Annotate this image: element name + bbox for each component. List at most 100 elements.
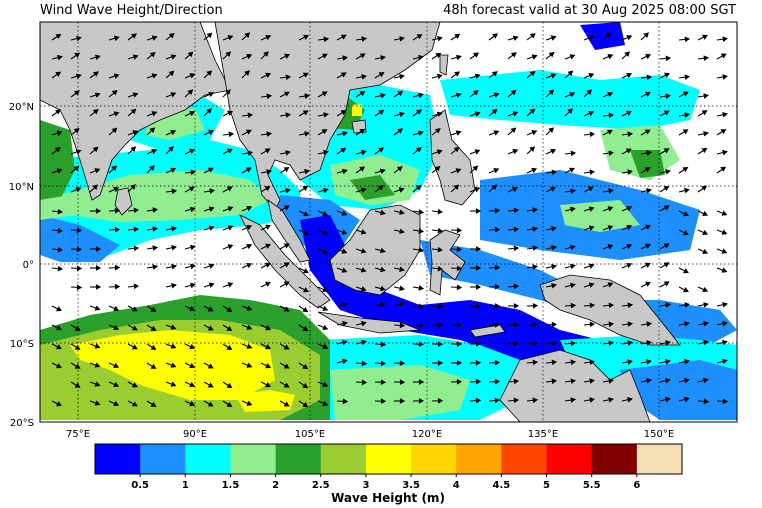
direction-arrow-head — [608, 378, 614, 384]
direction-arrow-head — [567, 108, 574, 114]
direction-arrow-head — [399, 73, 405, 80]
direction-arrow-head — [417, 130, 424, 136]
land-srilanka — [114, 187, 133, 216]
direction-arrow-head — [513, 207, 520, 214]
direction-arrow-head — [340, 147, 347, 154]
direction-arrow-head — [531, 54, 538, 60]
direction-arrow-head — [246, 400, 253, 406]
forecast-valid-time: 48h forecast valid at 30 Aug 2025 08:00 … — [443, 3, 736, 18]
direction-arrow-head — [265, 363, 272, 369]
direction-arrow-head — [663, 262, 670, 268]
direction-arrow-head — [437, 303, 444, 310]
direction-arrow-head — [568, 167, 575, 173]
direction-arrow-head — [474, 73, 481, 79]
direction-arrow-head — [454, 71, 461, 77]
direction-arrow-head — [73, 127, 80, 134]
lon-label-105e: 105°E — [295, 429, 325, 440]
direction-arrow-head — [418, 209, 425, 215]
direction-arrow-head — [434, 128, 441, 134]
direction-arrow-head — [208, 129, 215, 135]
direction-arrow-head — [703, 377, 709, 384]
direction-arrow-head — [589, 321, 596, 328]
direction-arrow-head — [360, 267, 367, 273]
direction-arrow-head — [152, 245, 159, 251]
direction-arrow-head — [532, 245, 539, 251]
direction-arrow-head — [114, 207, 121, 214]
direction-arrow-head — [189, 305, 196, 312]
direction-arrow-head — [340, 110, 347, 116]
colorbar-swatch — [140, 444, 186, 474]
direction-arrow-head — [513, 303, 520, 309]
direction-arrow-head — [74, 382, 81, 388]
direction-arrow-head — [701, 34, 708, 40]
direction-arrow-head — [246, 224, 253, 231]
direction-arrow-head — [323, 36, 330, 43]
direction-arrow-head — [55, 71, 62, 77]
direction-arrow-head — [361, 379, 368, 386]
direction-arrow-head — [532, 397, 539, 404]
direction-arrow-head — [76, 284, 83, 291]
direction-arrow-head — [589, 397, 595, 403]
direction-arrow-head — [75, 187, 82, 193]
direction-arrow-head — [529, 33, 536, 39]
direction-arrow-head — [456, 322, 463, 328]
colorbar-tick-label: 3.5 — [402, 480, 420, 491]
direction-arrow-head — [321, 129, 328, 135]
direction-arrow-head — [170, 362, 177, 368]
direction-arrow-head — [570, 397, 577, 403]
direction-arrow-head — [283, 262, 290, 268]
direction-arrow-head — [626, 72, 633, 79]
direction-arrow-head — [627, 169, 633, 175]
direction-arrow-head — [644, 91, 651, 97]
direction-arrow-head — [588, 73, 595, 79]
direction-arrow-head — [247, 150, 254, 156]
colorbar-border — [94, 443, 683, 475]
direction-arrow-head — [721, 229, 728, 235]
direction-arrow-head — [188, 186, 195, 192]
direction-arrow-head — [513, 321, 520, 328]
colorbar-swatch — [456, 444, 502, 474]
direction-arrow-head — [643, 32, 650, 38]
direction-arrow-head — [283, 281, 290, 287]
direction-arrow-head — [94, 168, 101, 174]
direction-arrow-head — [266, 93, 273, 100]
direction-arrow-head — [473, 52, 480, 58]
direction-arrow-head — [608, 340, 615, 347]
direction-arrow-head — [607, 225, 614, 231]
direction-arrow-head — [225, 51, 232, 58]
direction-arrow-head — [665, 93, 672, 100]
direction-arrow-head — [646, 378, 652, 384]
direction-arrow-head — [722, 112, 728, 118]
direction-arrow-head — [608, 188, 614, 194]
direction-arrow-head — [227, 206, 234, 212]
direction-arrow-head — [190, 169, 197, 176]
direction-arrow-head — [168, 146, 174, 152]
direction-arrow-head — [532, 226, 539, 232]
direction-arrow-head — [529, 70, 536, 77]
direction-arrow-head — [95, 208, 102, 214]
direction-arrow-head — [378, 109, 385, 116]
direction-arrow-head — [493, 130, 500, 136]
direction-arrow-head — [586, 89, 593, 95]
direction-arrow-head — [456, 265, 463, 272]
direction-arrow-head — [131, 401, 138, 407]
field-yellow-south-2 — [235, 390, 295, 412]
direction-arrow-head — [551, 169, 558, 176]
direction-arrow-head — [551, 264, 557, 270]
direction-arrow-head — [57, 208, 64, 215]
direction-arrow-head — [246, 262, 253, 269]
colorbar-tick-label: 4 — [453, 480, 460, 491]
field-lightgreen-india-west — [40, 195, 75, 220]
colorbar-swatch — [365, 444, 412, 474]
direction-arrow-head — [549, 186, 556, 192]
direction-arrow-head — [454, 33, 461, 40]
direction-arrow-head — [131, 325, 138, 331]
direction-arrow-head — [682, 91, 689, 97]
direction-arrow-head — [245, 129, 252, 135]
direction-arrow-head — [644, 167, 651, 173]
direction-arrow-head — [171, 226, 177, 232]
direction-arrow-head — [246, 243, 253, 250]
direction-arrow-head — [264, 148, 271, 154]
direction-arrow-head — [548, 89, 555, 96]
direction-arrow-head — [130, 146, 137, 153]
